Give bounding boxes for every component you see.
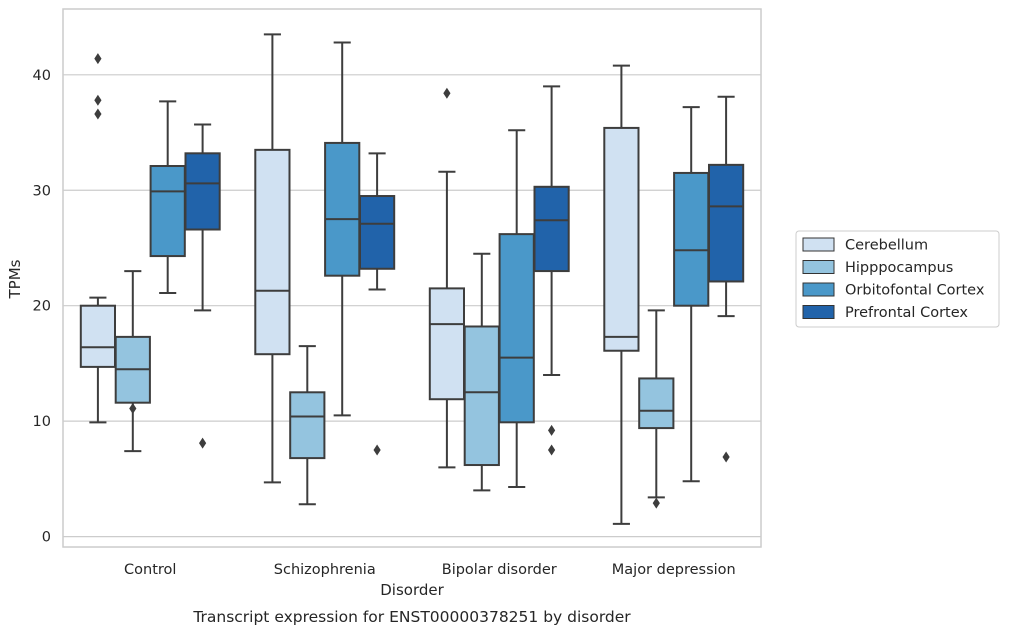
y-tick-label: 40 bbox=[33, 68, 51, 84]
box-iqr bbox=[533, 185, 570, 273]
outlier-point bbox=[548, 424, 556, 436]
box-cerebellum bbox=[254, 33, 291, 484]
box-hipppocampus bbox=[114, 270, 151, 453]
y-axis-ticks: 0 10 20 30 40 bbox=[33, 68, 51, 546]
y-tick-label: 30 bbox=[33, 183, 51, 199]
box-iqr bbox=[324, 141, 361, 277]
y-tick-label: 10 bbox=[33, 414, 51, 430]
x-axis-label: Disorder bbox=[380, 581, 444, 599]
plot-frame bbox=[62, 8, 762, 548]
x-tick-label: Bipolar disorder bbox=[442, 562, 557, 578]
box-prefrontal-cortex bbox=[184, 123, 221, 449]
box-hipppocampus bbox=[463, 252, 500, 492]
outlier-point bbox=[94, 53, 102, 65]
y-axis-label: TPMs bbox=[6, 259, 24, 299]
x-axis-ticks: Control Schizophrenia Bipolar disorder Majo… bbox=[124, 562, 736, 578]
outlier-point bbox=[94, 108, 102, 120]
box-cerebellum bbox=[603, 64, 640, 525]
outlier-point bbox=[548, 444, 556, 456]
plot-area bbox=[79, 33, 745, 525]
legend-swatch bbox=[802, 282, 835, 297]
legend-label: Cerebellum bbox=[845, 238, 928, 254]
chart-caption: Transcript expression for ENST0000037825… bbox=[192, 608, 631, 626]
box-iqr bbox=[673, 171, 710, 307]
box-cerebellum bbox=[79, 53, 117, 424]
box-orbitofontal-cortex bbox=[498, 129, 535, 488]
box-iqr bbox=[79, 304, 117, 368]
box-iqr bbox=[638, 377, 675, 430]
box-orbitofontal-cortex bbox=[324, 41, 361, 417]
legend-swatch bbox=[802, 305, 835, 319]
x-tick-label: Schizophrenia bbox=[274, 562, 376, 578]
legend-frame bbox=[795, 230, 1000, 328]
box-iqr bbox=[498, 233, 535, 424]
box-orbitofontal-cortex bbox=[673, 106, 710, 483]
y-tick-label: 0 bbox=[42, 530, 51, 546]
box-iqr bbox=[149, 165, 186, 258]
box-prefrontal-cortex bbox=[358, 152, 396, 456]
box-iqr bbox=[254, 148, 291, 356]
legend: Cerebellum Hipppocampus Orbitofontal Corte… bbox=[795, 230, 1000, 328]
legend-swatch bbox=[802, 260, 835, 274]
legend-label: Prefrontal Cortex bbox=[845, 305, 968, 321]
outlier-point bbox=[94, 94, 102, 106]
y-tick-label: 20 bbox=[33, 299, 51, 315]
box-iqr bbox=[428, 287, 466, 401]
x-tick-label: Major depression bbox=[612, 562, 736, 578]
outlier-point bbox=[129, 402, 137, 414]
box-iqr bbox=[358, 195, 396, 270]
outlier-point bbox=[443, 87, 451, 99]
legend-label: Orbitofontal Cortex bbox=[845, 283, 985, 299]
outlier-point bbox=[199, 437, 207, 449]
box-iqr bbox=[707, 163, 745, 283]
box-iqr bbox=[289, 391, 326, 460]
box-iqr bbox=[603, 126, 640, 352]
outlier-point bbox=[373, 444, 381, 456]
box-cerebellum bbox=[428, 87, 466, 469]
box-prefrontal-cortex bbox=[707, 95, 745, 463]
box-prefrontal-cortex bbox=[533, 85, 570, 456]
outlier-point bbox=[652, 497, 660, 509]
legend-swatch bbox=[802, 237, 835, 252]
legend-label: Hipppocampus bbox=[845, 260, 953, 276]
box-iqr bbox=[184, 152, 221, 231]
outlier-point bbox=[722, 451, 730, 463]
box-hipppocampus bbox=[289, 345, 326, 506]
x-tick-label: Control bbox=[124, 562, 176, 578]
box-hipppocampus bbox=[638, 309, 675, 509]
box-iqr bbox=[463, 325, 500, 467]
box-orbitofontal-cortex bbox=[149, 100, 186, 295]
